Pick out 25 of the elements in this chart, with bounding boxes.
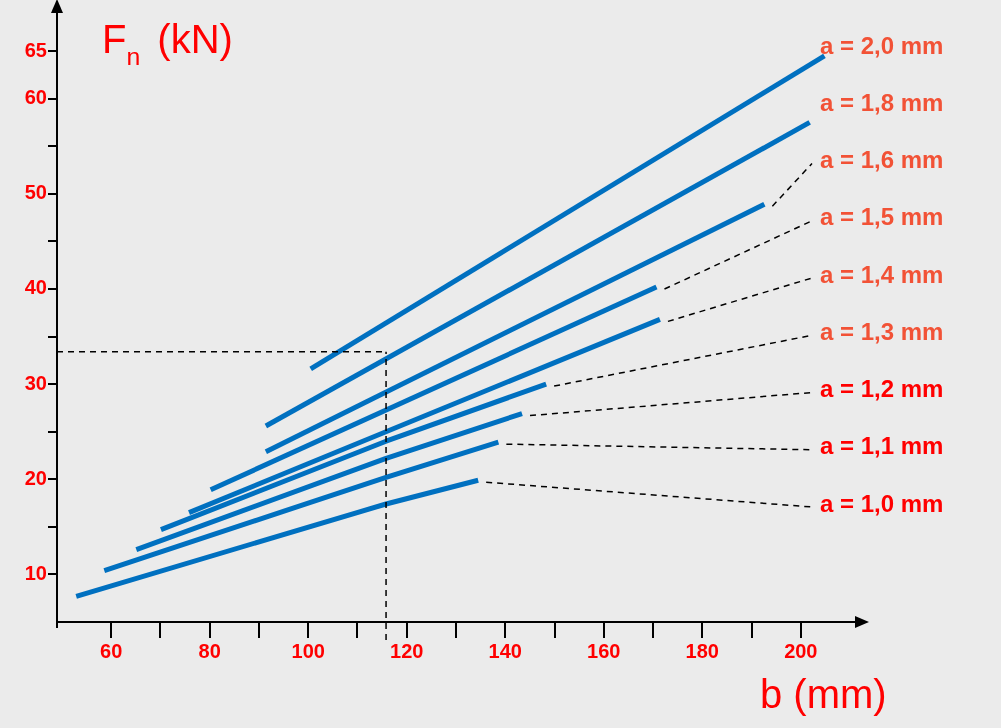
x-tick-label: 80 — [198, 639, 221, 662]
x-tick-label: 60 — [100, 639, 123, 662]
text: a = 1,5 mm — [820, 203, 944, 231]
x-axis-title: b (mm) — [760, 672, 887, 716]
y-tick-label: 30 — [24, 371, 47, 394]
y-tick-label: 50 — [24, 181, 47, 204]
x-tick-label: 140 — [488, 639, 522, 662]
x-tick-label: 100 — [291, 639, 325, 662]
y-tick-label: 10 — [24, 561, 47, 584]
text: a = 1,2 mm — [820, 375, 944, 403]
series-label: a = 1,8 mm — [820, 88, 944, 116]
text: a = 1,0 mm — [820, 489, 944, 517]
x-tick-label: 160 — [587, 639, 621, 662]
text: a = 1,3 mm — [820, 317, 944, 345]
x-tick-label: 120 — [390, 639, 424, 662]
x-tick-label: 180 — [685, 639, 719, 662]
y-tick-label: 65 — [24, 38, 47, 61]
series-label: a = 2,0 mm — [820, 31, 944, 59]
y-tick-label: 40 — [24, 276, 47, 299]
text: a = 1,4 mm — [820, 260, 944, 288]
text: a = 1,1 mm — [820, 432, 944, 460]
y-tick-label: 60 — [24, 86, 47, 109]
y-tick-label: 20 — [24, 466, 47, 489]
text: a = 1,6 mm — [820, 146, 944, 174]
x-tick-label: 200 — [784, 639, 818, 662]
